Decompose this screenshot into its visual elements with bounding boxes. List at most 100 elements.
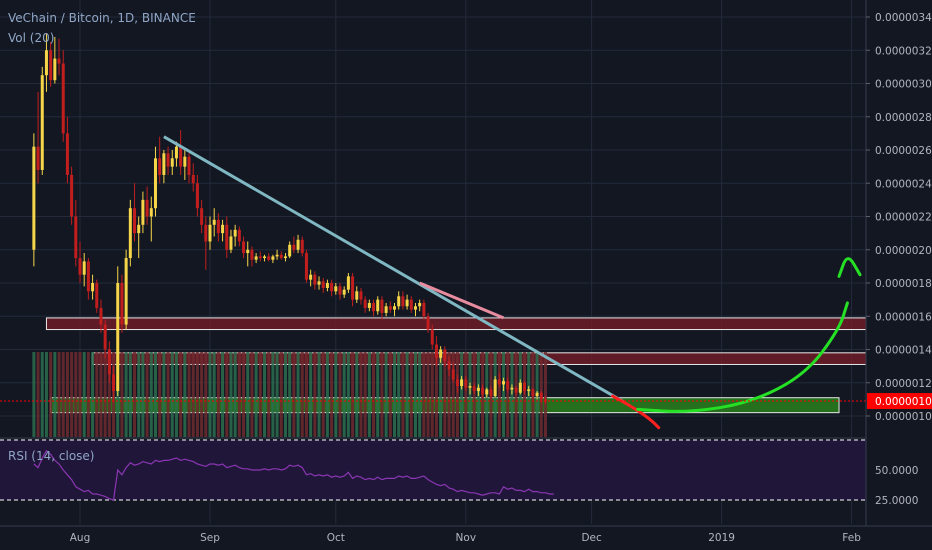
price-axis-bg xyxy=(866,0,932,550)
volume-bar xyxy=(405,352,409,437)
candle-body xyxy=(208,224,212,242)
volume-bar xyxy=(300,352,304,437)
candle-body xyxy=(384,306,388,313)
candle-body xyxy=(107,349,111,375)
candle-body xyxy=(502,381,506,385)
volume-bar xyxy=(439,352,443,437)
volume-bar xyxy=(380,352,384,437)
volume-bar xyxy=(351,352,355,437)
volume-bar xyxy=(267,352,271,437)
volume-bar xyxy=(397,352,401,437)
rsi-line xyxy=(33,449,554,501)
candle-body xyxy=(116,283,120,392)
volume-bar xyxy=(401,352,405,437)
candle-body xyxy=(468,386,472,388)
candle-body xyxy=(74,216,78,259)
volume-bar xyxy=(506,352,510,437)
candle-body xyxy=(49,50,53,81)
volume-bar xyxy=(518,352,522,437)
volume-indicator-label[interactable]: Vol (20) xyxy=(8,31,55,45)
volume-bar xyxy=(107,352,111,437)
candle-body xyxy=(103,324,107,350)
volume-bar xyxy=(472,352,476,437)
volume-bar xyxy=(464,352,468,437)
candle-body xyxy=(158,158,162,175)
candle-body xyxy=(170,158,174,167)
last-price-tag xyxy=(867,393,932,410)
volume-bar xyxy=(342,352,346,437)
candle-body xyxy=(372,302,376,312)
volume-bar xyxy=(74,352,78,437)
resistance-trendline xyxy=(163,135,626,404)
time-tick-label: Aug xyxy=(70,532,91,544)
candle-body xyxy=(70,174,74,217)
candle-body xyxy=(359,291,363,300)
time-tick-label: Sep xyxy=(200,532,220,544)
candle-body xyxy=(229,236,233,250)
candle-body xyxy=(363,299,367,308)
volume-bar xyxy=(153,352,157,437)
volume-bar xyxy=(325,352,329,437)
candle-body xyxy=(225,224,229,250)
candle-body xyxy=(44,50,48,76)
rsi-band xyxy=(0,440,866,500)
volume-bar xyxy=(137,352,141,437)
candle-body xyxy=(275,254,279,257)
volume-bar xyxy=(363,352,367,437)
projection-top-curve xyxy=(837,257,862,278)
candle-body xyxy=(204,224,208,242)
candle-body xyxy=(426,316,430,330)
volume-bar xyxy=(49,352,53,437)
volume-bar xyxy=(346,352,350,437)
volume-bar xyxy=(338,352,342,437)
candle-body xyxy=(430,329,434,345)
candle-body xyxy=(212,219,216,225)
candle-body xyxy=(351,276,355,300)
volume-bar xyxy=(292,352,296,437)
candle-body xyxy=(174,146,178,159)
candle-body xyxy=(216,219,220,234)
volume-bar xyxy=(170,352,174,437)
candle-body xyxy=(489,389,493,397)
time-tick-label: Oct xyxy=(327,532,345,544)
candle-body xyxy=(497,379,501,385)
rsi-tick-label: 50.0000 xyxy=(875,465,918,477)
candle-body xyxy=(447,361,451,370)
candle-body xyxy=(376,299,380,312)
candle-body xyxy=(397,296,401,307)
candle-body xyxy=(162,153,166,175)
volume-bar xyxy=(95,352,99,437)
volume-bar xyxy=(250,352,254,437)
rsi-indicator-label[interactable]: RSI (14, close) xyxy=(8,449,95,463)
symbol-title[interactable]: VeChain / Bitcoin, 1D, BINANCE xyxy=(8,11,196,25)
volume-bar xyxy=(237,352,241,437)
candle-body xyxy=(527,389,531,392)
volume-bar xyxy=(367,352,371,437)
volume-bar xyxy=(204,352,208,437)
volume-bar xyxy=(36,352,40,437)
candle-body xyxy=(292,244,296,250)
volume-bar xyxy=(510,352,514,437)
candle-body xyxy=(476,387,480,392)
candle-body xyxy=(137,224,141,234)
candle-body xyxy=(32,146,36,250)
candle-body xyxy=(485,389,489,395)
candle-body xyxy=(518,382,522,393)
candle-body xyxy=(149,208,153,217)
volume-bar xyxy=(455,352,459,437)
volume-bar xyxy=(124,352,128,437)
candle-body xyxy=(346,276,350,290)
volume-bar xyxy=(334,352,338,437)
candle-body xyxy=(183,156,187,167)
volume-bar xyxy=(317,352,321,437)
candle-body xyxy=(141,199,145,225)
volume-bar xyxy=(103,352,107,437)
candle-body xyxy=(82,261,86,275)
volume-bar xyxy=(166,352,170,437)
